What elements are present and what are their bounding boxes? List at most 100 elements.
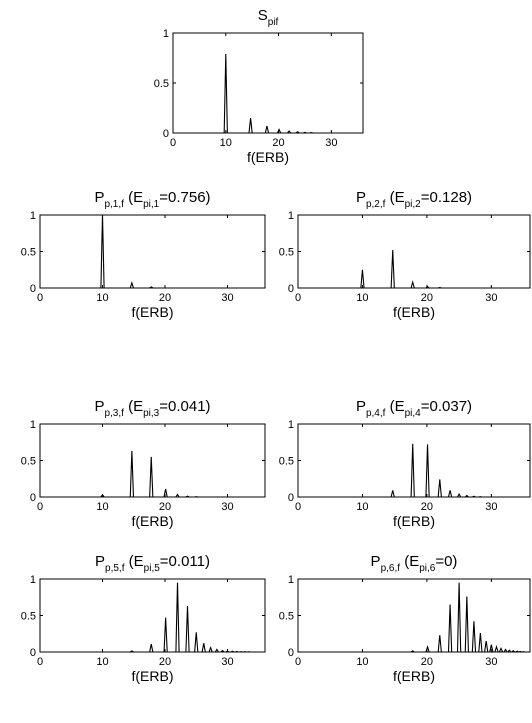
- title-title-suffix-sub: pi,6: [419, 563, 436, 574]
- y-tick-label: 0: [288, 283, 294, 295]
- spectrum-peak: [248, 117, 253, 134]
- x-tick-label: 10: [96, 292, 108, 304]
- x-axis-label: f(ERB): [132, 304, 174, 320]
- x-tick-label: 10: [356, 501, 368, 513]
- spectrum-peak: [447, 604, 453, 653]
- x-tick-label: 30: [221, 292, 233, 304]
- x-tick-label: 0: [170, 137, 176, 149]
- chart-4: 0 10 20 30 0 0.5 1 f(ERB) Pp,3,f (Epi,3=0.041): [21, 398, 266, 529]
- spectrum-peak: [149, 456, 154, 498]
- spectrum-peak: [410, 443, 415, 498]
- spectrum-peak: [437, 286, 442, 289]
- chart-6: 0 10 20 30 0 0.5 1 f(ERB) Pp,5,f (Epi,5=0.011): [21, 553, 266, 684]
- x-axis-label: f(ERB): [393, 668, 435, 684]
- title-title-suffix-main: (E: [124, 398, 143, 415]
- spectrum-peak: [129, 450, 135, 498]
- title-title-suffix-main: (E: [400, 553, 419, 570]
- spectrum-peak: [149, 643, 154, 653]
- spectrum-peak: [129, 650, 134, 653]
- title-title: P: [356, 189, 366, 206]
- y-tick-label: 1: [30, 419, 36, 431]
- x-tick-label: 20: [159, 501, 171, 513]
- spectrum-peak: [185, 495, 190, 498]
- x-tick-label: 10: [96, 501, 108, 513]
- y-tick-label: 0: [30, 647, 36, 659]
- spectrum-peak: [425, 444, 430, 498]
- x-tick-label: 30: [221, 501, 233, 513]
- series-1: [173, 53, 363, 134]
- title-title: P: [94, 189, 104, 206]
- spectrum-peak: [489, 644, 494, 653]
- spectrum-peak: [478, 632, 483, 653]
- plot-frame: [39, 214, 266, 289]
- y-tick-label: 0: [288, 492, 294, 504]
- y-tick-label: 1: [30, 210, 36, 222]
- x-tick-label: 30: [221, 656, 233, 668]
- spectrum-peak: [390, 490, 395, 498]
- title-title-end: =0.011): [160, 553, 210, 570]
- title-title-suffix-sub: pi,5: [144, 563, 161, 574]
- title-title-suffix-main: (E: [385, 398, 404, 415]
- spectrum-peak: [175, 582, 180, 653]
- spectrum-peak: [472, 495, 476, 498]
- plot-frame: [172, 32, 364, 134]
- spectrum-peak: [471, 621, 477, 653]
- chart-7: 0 10 20 30 0 0.5 1 f(ERB) Pp,6,f (Epi,6=0): [279, 553, 531, 684]
- spectrum-peak: [425, 645, 430, 653]
- x-tick-label: 0: [37, 501, 43, 513]
- y-tick-label: 0.5: [21, 247, 36, 259]
- spectrum-peak: [214, 648, 219, 653]
- chart-5: 0 10 20 30 0 0.5 1 f(ERB) Pp,4,f (Epi,4=0.037): [279, 398, 531, 529]
- x-tick-label: 10: [220, 137, 232, 149]
- x-tick-label: 0: [295, 656, 301, 668]
- y-tick-label: 0.5: [279, 247, 294, 259]
- spectrum-peak: [175, 493, 180, 498]
- spectrum-peak: [276, 128, 282, 134]
- spectrum-peak: [498, 646, 504, 653]
- x-tick-label: 20: [421, 292, 433, 304]
- spectrum-peak: [410, 280, 415, 289]
- y-tick-label: 1: [288, 210, 294, 222]
- series-1: [298, 443, 530, 498]
- title-title: P: [371, 553, 381, 570]
- x-tick-label: 30: [485, 656, 497, 668]
- spectrum-peak: [303, 131, 307, 134]
- y-tick-label: 1: [288, 419, 294, 431]
- series-1: [40, 450, 265, 498]
- title-title: P: [94, 398, 104, 415]
- title-title-end: =0.128): [421, 189, 472, 206]
- title-title-sub: pif: [268, 17, 279, 28]
- x-tick-label: 30: [485, 501, 497, 513]
- x-axis-label: f(ERB): [393, 304, 435, 320]
- x-tick-label: 20: [159, 656, 171, 668]
- title-title: S: [258, 7, 268, 24]
- spectrum-peak: [360, 269, 365, 289]
- title-title-sub: p,5,f: [105, 563, 125, 574]
- title-title-suffix-sub: pi,3: [143, 408, 160, 419]
- spectrum-peak: [163, 617, 168, 653]
- x-axis-label: f(ERB): [247, 149, 289, 165]
- x-tick-label: 10: [356, 292, 368, 304]
- x-tick-label: 0: [295, 292, 301, 304]
- x-tick-label: 20: [421, 656, 433, 668]
- chart-title: Pp,1,f (Epi,1=0.756): [94, 189, 210, 210]
- title-title-end: =0.041): [159, 398, 210, 415]
- chart-title: Spif: [258, 7, 279, 28]
- spectrum-peak: [225, 650, 230, 653]
- series-1: [40, 582, 265, 653]
- spectrum-peak: [511, 649, 516, 653]
- spectrum-peak: [447, 490, 453, 498]
- spectrum-peak: [100, 214, 105, 289]
- spectrum-peak: [208, 646, 213, 653]
- title-title-end: =0): [435, 553, 457, 570]
- spectrum-peak: [464, 596, 469, 653]
- title-title-suffix-main: (E: [125, 553, 144, 570]
- x-tick-label: 10: [96, 656, 108, 668]
- title-title-sub: p,2,f: [366, 199, 386, 210]
- y-tick-label: 1: [163, 28, 169, 40]
- spectrum-peak: [437, 635, 442, 653]
- x-tick-label: 20: [159, 292, 171, 304]
- spectrum-peak: [457, 492, 462, 498]
- chart-title: Pp,6,f (Epi,6=0): [371, 553, 458, 574]
